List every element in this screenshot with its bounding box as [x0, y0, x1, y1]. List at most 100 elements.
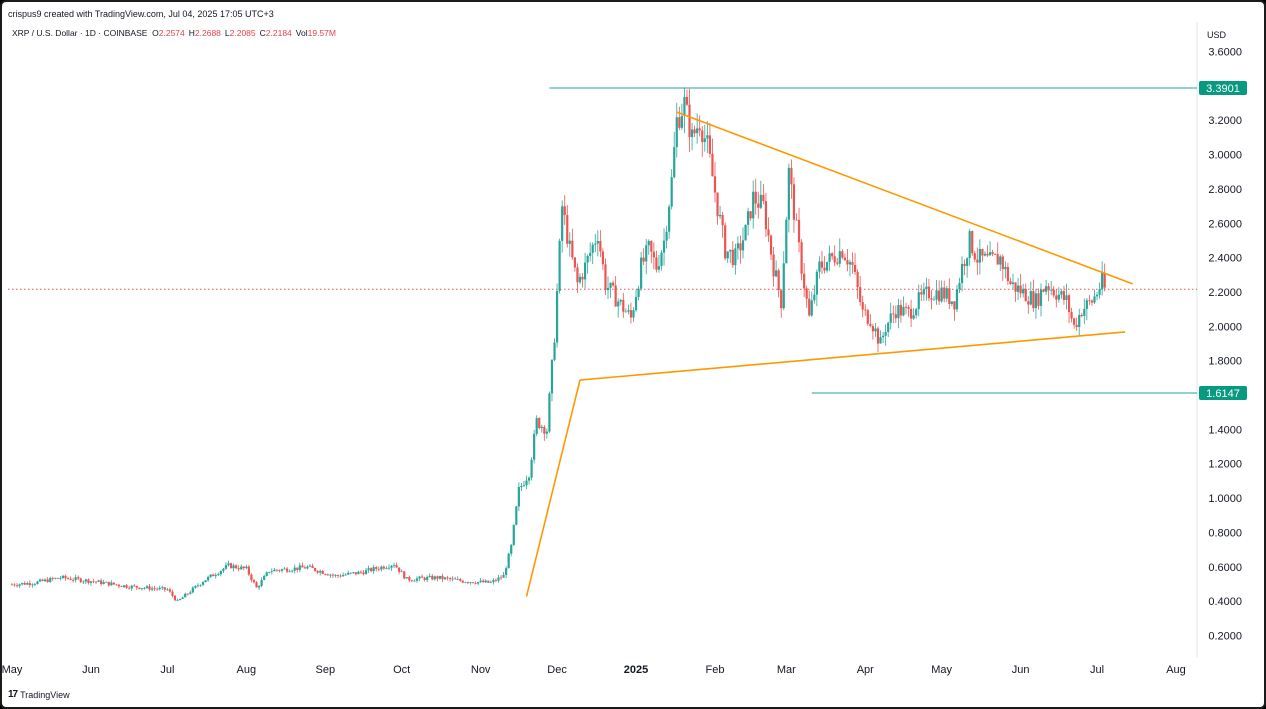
candle-body — [212, 574, 215, 577]
candle-body — [622, 299, 625, 312]
candle-body — [313, 567, 317, 571]
candle-body — [808, 298, 811, 316]
candle-body — [1090, 300, 1094, 303]
candle-body — [133, 585, 136, 587]
currency-label: USD — [1207, 30, 1227, 40]
candle-body — [18, 584, 21, 586]
candle-body — [51, 577, 54, 579]
candle-body — [446, 577, 449, 579]
candle-body — [250, 574, 253, 581]
candle-body — [285, 568, 289, 572]
candle-body — [268, 571, 271, 573]
candle-body — [1011, 282, 1015, 285]
candle-body — [879, 337, 882, 344]
candle-body — [627, 310, 630, 312]
candle-body — [545, 431, 548, 434]
candle-body — [971, 231, 974, 254]
candle-body — [171, 591, 174, 596]
y-tick-label: 1.4000 — [1208, 424, 1242, 436]
candle-body — [105, 581, 108, 583]
candle-body — [138, 587, 141, 589]
symbol-name[interactable]: XRP / U.S. Dollar · 1D · COINBASE — [12, 28, 148, 38]
x-tick-label: Aug — [237, 664, 257, 676]
y-tick-label: 2.4000 — [1208, 253, 1242, 265]
candle-body — [431, 575, 434, 580]
candle-body — [713, 176, 717, 193]
candle-body — [1027, 301, 1030, 305]
candle-body — [1093, 296, 1096, 303]
candle-body — [56, 577, 59, 579]
candle-body — [680, 115, 683, 128]
candle-body — [370, 568, 373, 572]
candle-body — [960, 263, 964, 284]
candle-body — [1060, 291, 1063, 295]
candle-body — [517, 486, 520, 507]
candle-body — [940, 287, 943, 302]
candle-body — [84, 579, 87, 582]
candle-body — [217, 574, 220, 576]
candle-body — [675, 117, 678, 148]
candles-group — [10, 88, 1106, 602]
candle-body — [499, 577, 503, 579]
close-label: C — [259, 28, 266, 38]
candle-body — [953, 301, 956, 310]
candle-body — [899, 305, 903, 316]
candle-body — [1034, 293, 1038, 309]
candle-body — [492, 580, 495, 583]
candle-body — [701, 130, 704, 143]
x-tick-label: Jul — [1090, 664, 1104, 676]
candle-body — [825, 261, 829, 271]
candle-body — [448, 578, 452, 580]
candle-body — [978, 248, 981, 263]
candle-body — [734, 248, 737, 266]
y-tick-label: 0.6000 — [1208, 562, 1242, 574]
candle-body — [280, 569, 284, 571]
candle-body — [344, 574, 347, 576]
candle-body — [145, 586, 149, 588]
candle-body — [757, 203, 760, 208]
x-tick-label: 2025 — [624, 664, 648, 676]
candle-body — [963, 263, 966, 266]
candle-body — [976, 259, 979, 263]
x-tick-label: May — [2, 664, 23, 676]
candle-body — [797, 219, 801, 243]
candle-body — [237, 568, 240, 570]
candle-body — [685, 96, 689, 105]
candle-body — [31, 584, 34, 586]
candle-body — [112, 582, 115, 585]
lower-triangle-line — [579, 331, 1126, 381]
candle-body — [240, 566, 243, 570]
candle-body — [703, 138, 706, 143]
candle-body — [892, 313, 895, 315]
candle-body — [418, 576, 421, 579]
candle-body — [87, 579, 90, 583]
candle-body — [166, 589, 169, 591]
candle-body — [897, 305, 900, 319]
candle-body — [894, 314, 897, 319]
candle-body — [912, 315, 915, 319]
candle-body — [690, 129, 694, 138]
candle-body — [678, 117, 681, 128]
candle-body — [540, 426, 543, 428]
candle-body — [375, 567, 378, 569]
candle-body — [629, 310, 633, 318]
candle-body — [474, 583, 477, 584]
candle-body — [387, 567, 391, 569]
candle-body — [153, 588, 156, 590]
candle-body — [642, 257, 645, 262]
candle-body — [576, 267, 579, 283]
candle-body — [652, 251, 655, 258]
candle-body — [403, 571, 406, 579]
candle-body — [991, 252, 994, 254]
candle-body — [581, 276, 584, 280]
price-level-badge — [1199, 386, 1247, 401]
candle-body — [487, 580, 490, 583]
candle-body — [54, 577, 57, 579]
candle-body — [945, 288, 948, 299]
x-tick-label: Apr — [857, 664, 874, 676]
candle-body — [158, 587, 161, 590]
candle-body — [326, 574, 329, 576]
candle-body — [904, 306, 908, 308]
candle-body — [831, 253, 834, 257]
